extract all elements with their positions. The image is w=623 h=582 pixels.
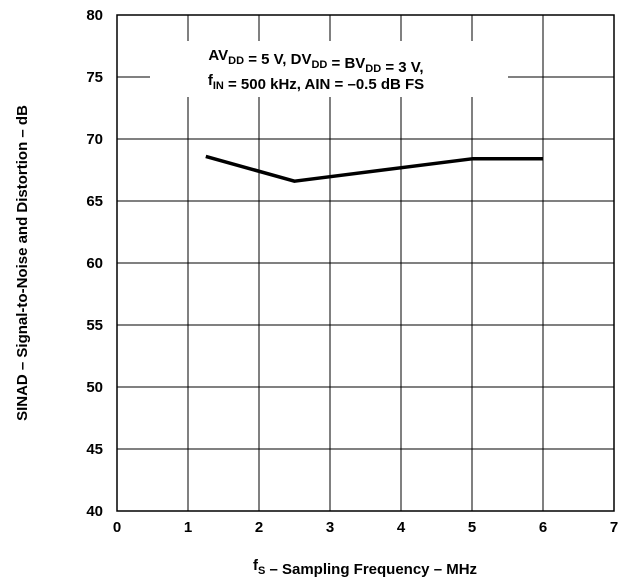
- subscript: S: [258, 565, 265, 577]
- x-tick-label: 4: [397, 519, 406, 536]
- text-run: – Sampling Frequency – MHz: [265, 561, 477, 578]
- y-tick-label: 80: [86, 7, 103, 24]
- text-run: f: [208, 72, 214, 89]
- plot-frame: [116, 14, 615, 512]
- text-run: = 5 V, DV: [244, 51, 311, 68]
- x-tick-label: 6: [539, 519, 547, 536]
- y-axis-label: SINAD – Signal-to-Noise and Distortion –…: [14, 105, 31, 421]
- x-axis-label: fS – Sampling Frequency – MHz: [253, 557, 477, 578]
- annotation-line-2: fIN = 500 kHz, AIN = –0.5 dB FS: [208, 72, 424, 93]
- subscript: DD: [228, 55, 244, 67]
- y-tick-label: 75: [86, 69, 103, 86]
- x-tick-label: 1: [184, 519, 192, 536]
- x-tick-label: 3: [326, 519, 334, 536]
- x-tick-label: 7: [610, 519, 618, 536]
- y-tick-label: 70: [86, 131, 103, 148]
- y-tick-label: 65: [86, 193, 103, 210]
- y-tick-label: 60: [86, 255, 103, 272]
- x-tick-labels: 0 1 2 3 4 5 6 7: [113, 519, 618, 536]
- subscript: DD: [365, 63, 381, 75]
- series-layer: [205, 154, 543, 183]
- x-tick-label: 0: [113, 519, 121, 536]
- text-run: = BV: [327, 55, 365, 72]
- annotation-background: [150, 41, 508, 97]
- annotation-line-1: AVDD = 5 V, DVDD = BVDD = 3 V,: [208, 47, 423, 76]
- y-tick-label: 55: [86, 317, 103, 334]
- x-tick-label: 5: [468, 519, 476, 536]
- text-run: = 500 kHz, AIN = –0.5 dB FS: [224, 76, 424, 93]
- text-run: f: [253, 557, 259, 574]
- text-run: AV: [208, 47, 228, 64]
- x-tick-label: 2: [255, 519, 263, 536]
- subscript: IN: [213, 80, 224, 92]
- series-line: [205, 154, 543, 183]
- text-run: = 3 V,: [381, 59, 423, 76]
- y-tick-label: 40: [86, 503, 103, 520]
- y-tick-label: 50: [86, 379, 103, 396]
- subscript: DD: [311, 59, 327, 71]
- y-tick-labels: 40 45 50 55 60 65 70 75 80: [86, 7, 103, 520]
- y-tick-label: 45: [86, 441, 103, 458]
